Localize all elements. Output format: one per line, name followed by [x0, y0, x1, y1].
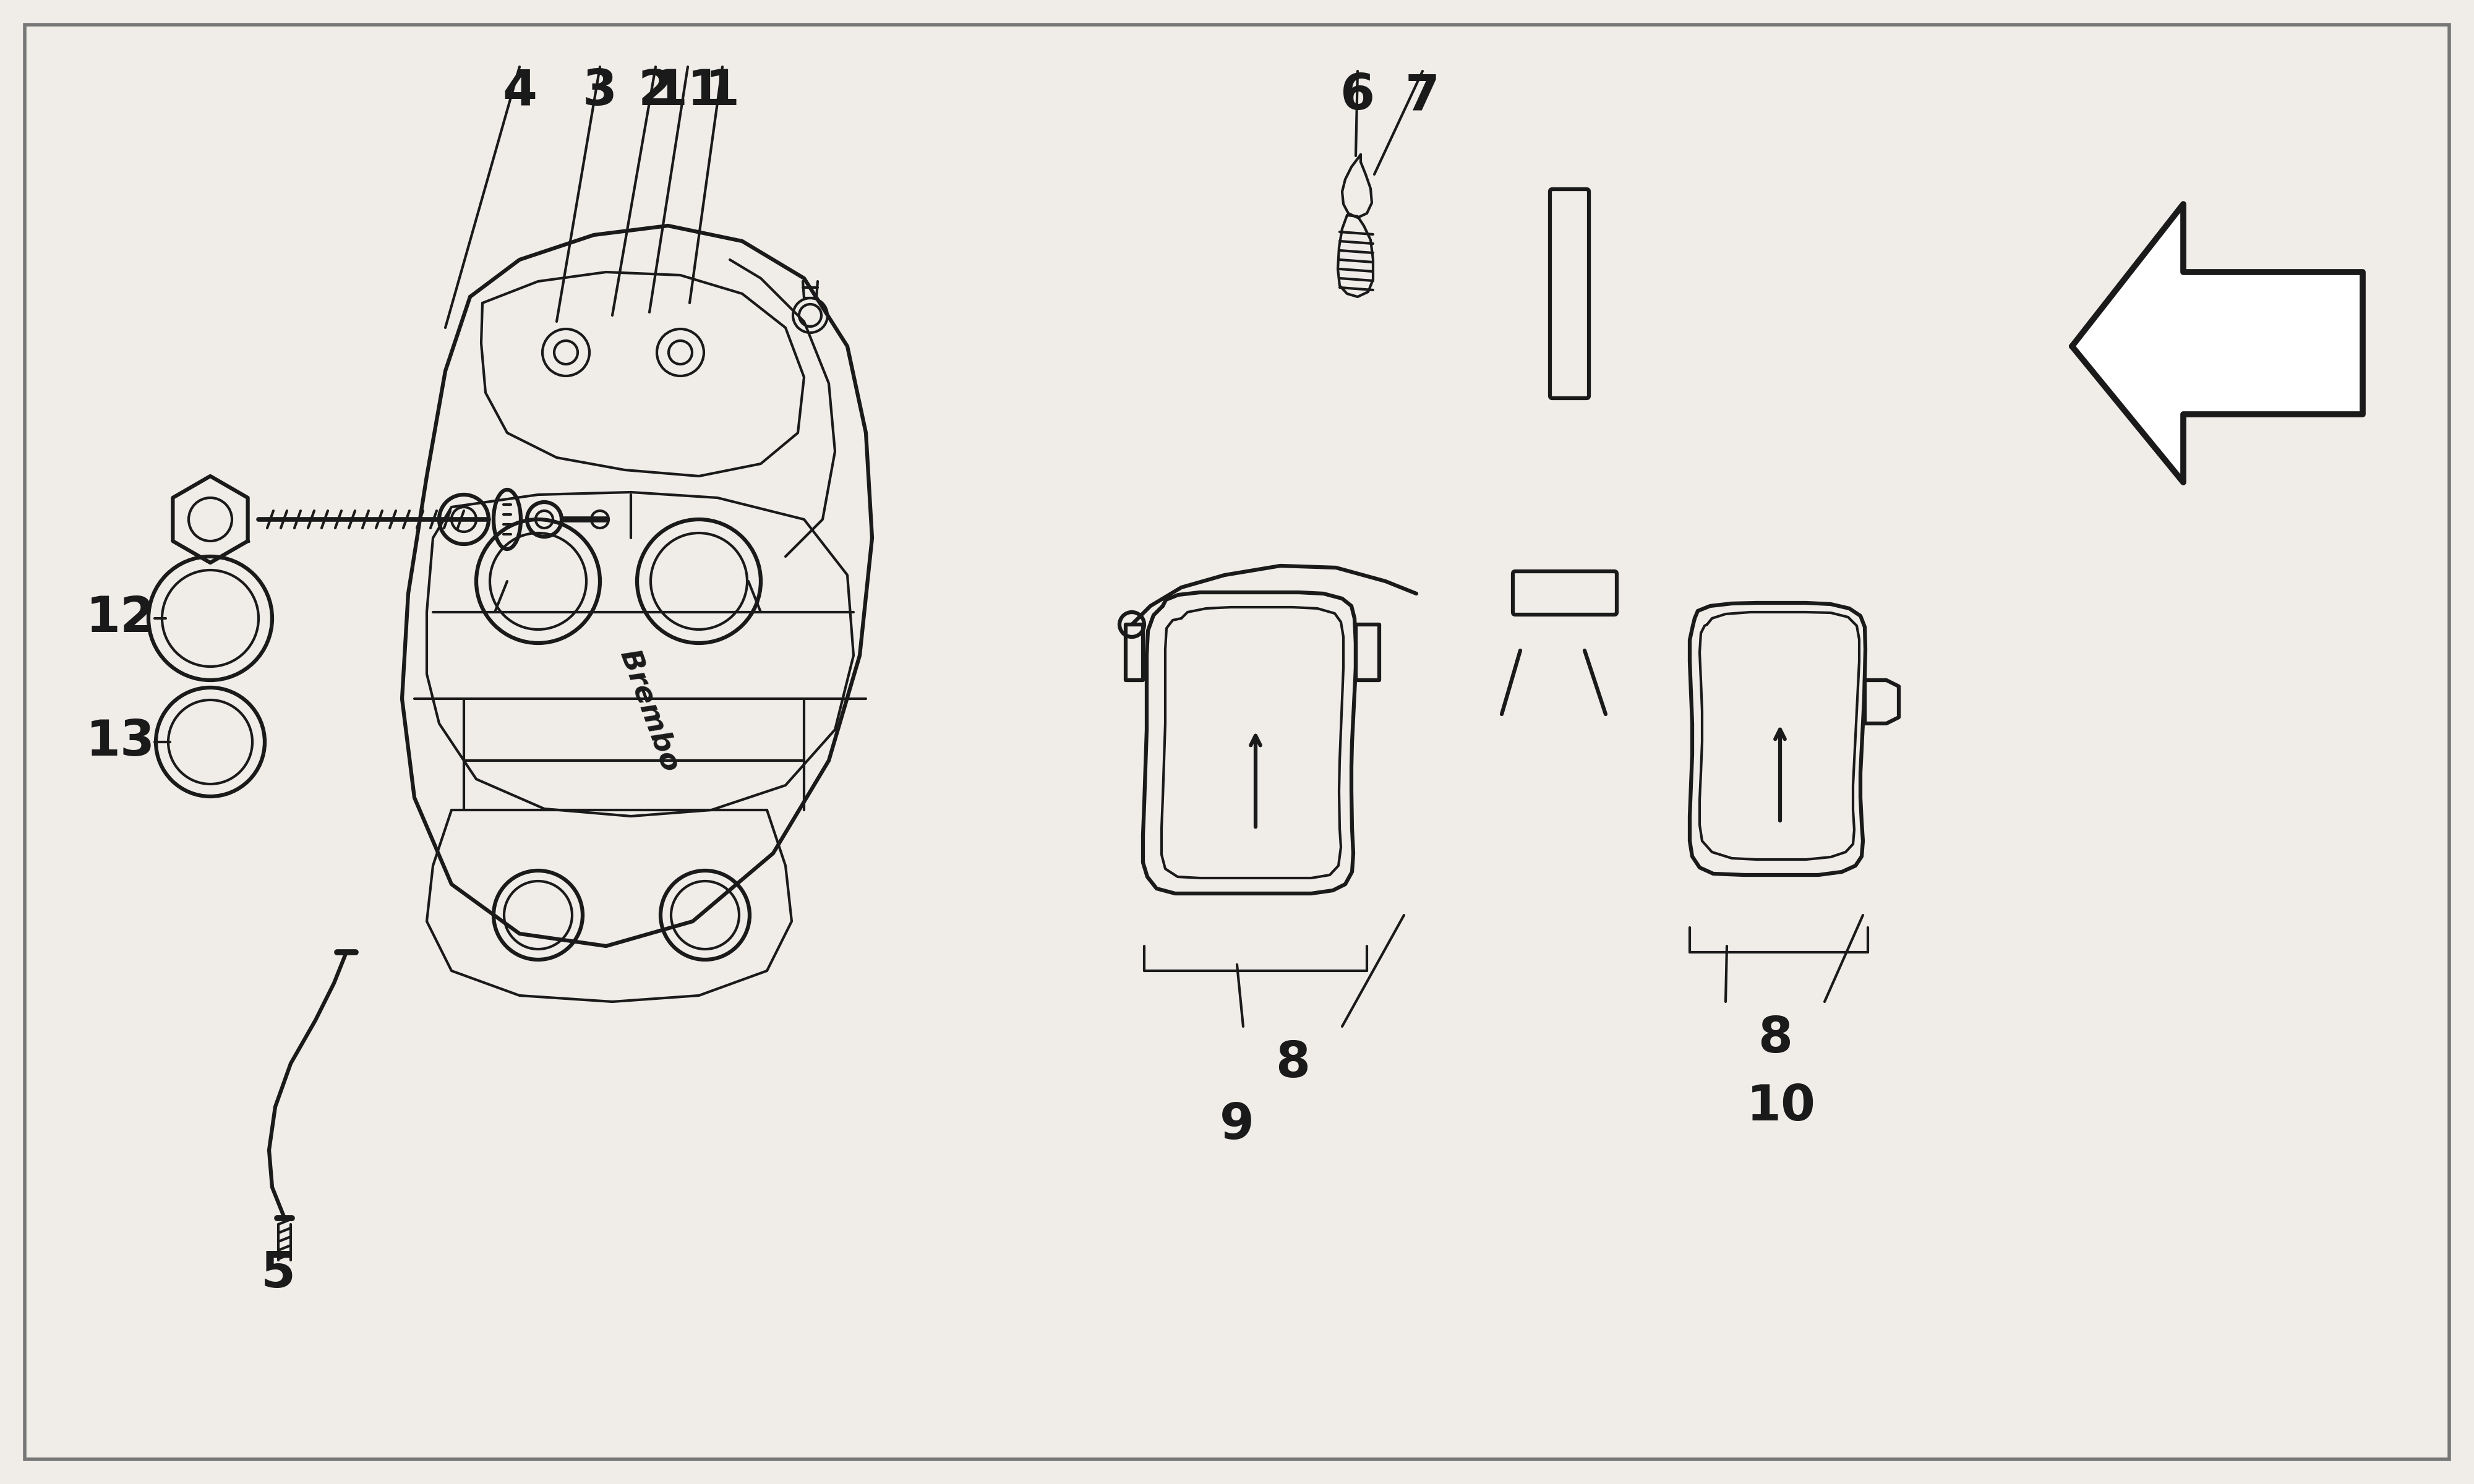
- Text: 4: 4: [502, 67, 537, 116]
- Text: 3: 3: [584, 67, 618, 116]
- Text: Brembo: Brembo: [614, 646, 685, 776]
- Text: 2: 2: [638, 67, 673, 116]
- Text: 5: 5: [262, 1250, 297, 1298]
- Text: 11: 11: [653, 67, 722, 116]
- Text: 13: 13: [87, 718, 156, 766]
- Text: 8: 8: [1757, 1015, 1791, 1063]
- Text: 1: 1: [705, 67, 740, 116]
- Text: 12: 12: [87, 594, 156, 643]
- Text: 8: 8: [1277, 1039, 1311, 1088]
- Text: 6: 6: [1341, 71, 1376, 120]
- Text: 7: 7: [1405, 71, 1440, 120]
- Polygon shape: [2073, 203, 2363, 482]
- Text: 9: 9: [1220, 1101, 1254, 1150]
- Text: 10: 10: [1747, 1083, 1816, 1131]
